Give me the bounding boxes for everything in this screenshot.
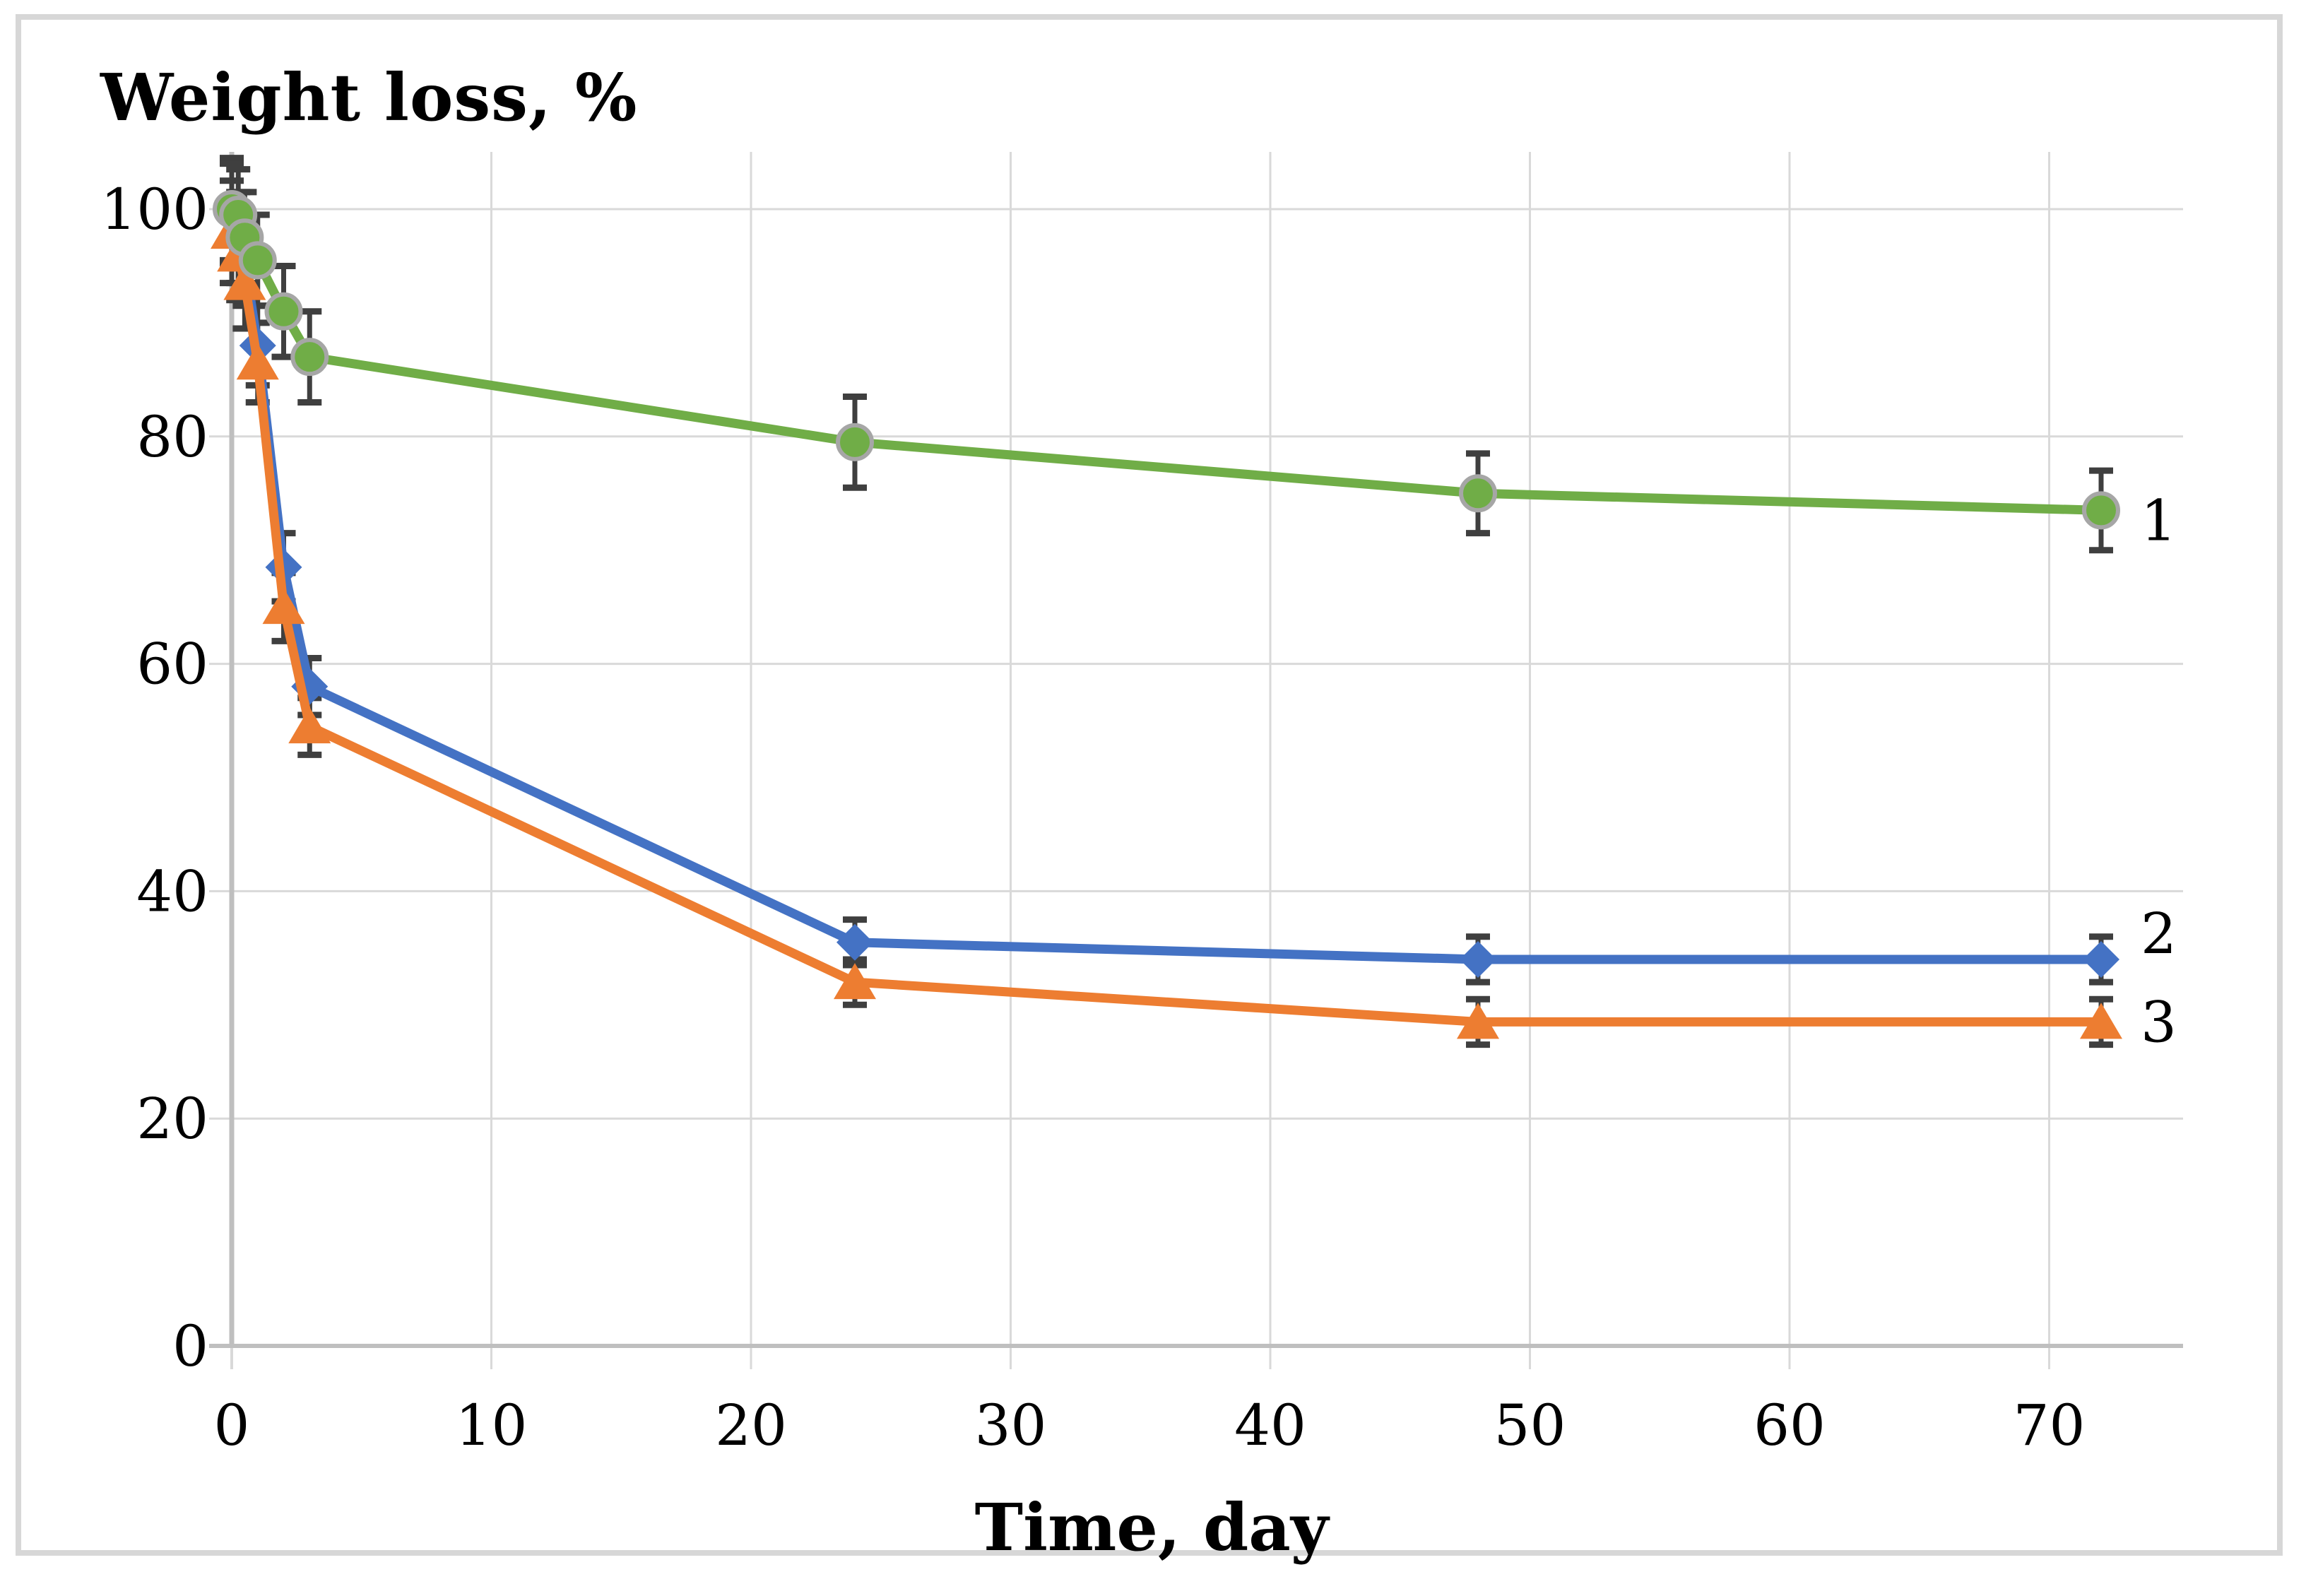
series-1-circle-marker: [264, 292, 303, 331]
series-3-triangle-marker: [288, 707, 331, 744]
x-tick-label-60: 60: [1754, 1393, 1826, 1458]
series-3-triangle-marker: [236, 343, 279, 380]
x-tick-label-30: 30: [975, 1393, 1047, 1458]
y-tick-label-100: 100: [100, 177, 208, 242]
series-1-circle-marker: [2082, 491, 2120, 530]
x-tick-label-70: 70: [2014, 1393, 2086, 1458]
series-2-diamond-marker: [2083, 940, 2119, 978]
series-3-triangle-marker: [1457, 1003, 1499, 1039]
series-3-triangle-marker: [2080, 1003, 2122, 1039]
y-tick-label-40: 40: [136, 858, 208, 924]
y-tick-label-20: 20: [136, 1086, 208, 1152]
x-tick-label-20: 20: [715, 1393, 787, 1458]
series-2-line: [227, 210, 2106, 964]
y-axis-title: Weight loss, %: [100, 59, 638, 136]
series-label-3: 3: [2141, 989, 2177, 1055]
series-3-triangle-marker: [834, 963, 876, 1000]
x-tick-label-50: 50: [1494, 1393, 1566, 1458]
x-tick-label-10: 10: [456, 1393, 528, 1458]
series-3-triangle-marker: [223, 264, 266, 300]
y-tick-label-60: 60: [136, 632, 208, 697]
series-3-line: [227, 227, 2106, 1027]
series-1-circle-marker: [836, 422, 874, 461]
series-1-circle-marker: [238, 241, 277, 280]
series-label-2: 2: [2141, 901, 2177, 967]
series-1-circle-marker: [1459, 474, 1497, 513]
series-2-diamond-marker: [836, 923, 873, 961]
series-3-triangle-marker: [262, 588, 305, 625]
series-1-line: [227, 204, 2106, 515]
y-tick-label-80: 80: [136, 404, 208, 470]
series-2-diamond-marker: [1460, 940, 1496, 978]
x-tick-label-0: 0: [214, 1393, 250, 1458]
x-tick-label-40: 40: [1234, 1393, 1306, 1458]
series-1-circle-marker: [290, 338, 329, 377]
x-axis-title: Time, day: [974, 1489, 1329, 1566]
series-label-1: 1: [2141, 487, 2177, 553]
y-tick-label-0: 0: [172, 1313, 208, 1379]
